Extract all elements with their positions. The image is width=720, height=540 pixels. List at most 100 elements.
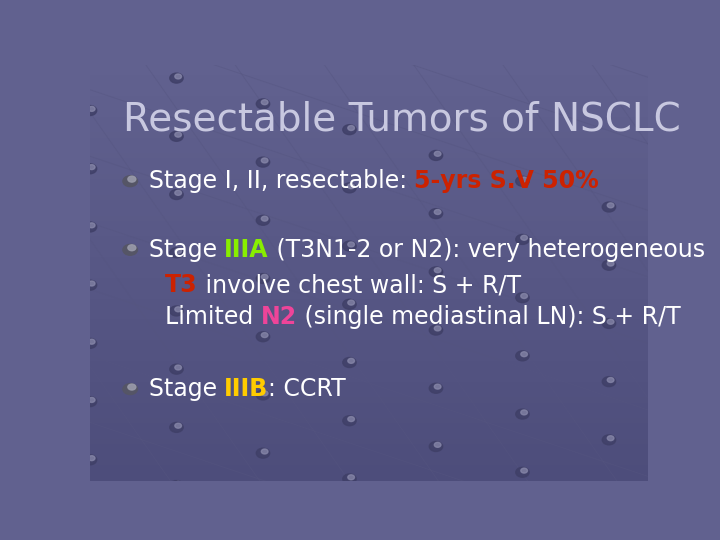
Circle shape [429, 442, 443, 451]
Circle shape [434, 326, 441, 331]
Text: : CCRT: : CCRT [269, 377, 346, 401]
Bar [90, 330, 648, 335]
Circle shape [602, 202, 616, 212]
Circle shape [521, 177, 528, 182]
Bar [90, 226, 648, 231]
Circle shape [348, 184, 354, 188]
Bar [90, 241, 648, 247]
Bar [90, 350, 648, 356]
Bar [90, 278, 648, 283]
Circle shape [170, 248, 183, 258]
Bar [90, 382, 648, 387]
Bar [90, 434, 648, 439]
Circle shape [343, 416, 356, 426]
Circle shape [516, 467, 529, 477]
Bar [90, 112, 648, 117]
Circle shape [256, 448, 270, 458]
Bar [90, 164, 648, 168]
Circle shape [123, 245, 138, 255]
Circle shape [516, 293, 529, 302]
Circle shape [429, 383, 443, 393]
Bar [90, 465, 648, 470]
Circle shape [84, 105, 96, 116]
Circle shape [256, 332, 270, 342]
Bar [90, 205, 648, 210]
Bar [90, 346, 648, 350]
Bar [90, 283, 648, 288]
Bar [90, 320, 648, 325]
Circle shape [602, 435, 616, 445]
Text: T3: T3 [166, 273, 198, 297]
Text: (single mediastinal LN): S + R/T: (single mediastinal LN): S + R/T [297, 305, 681, 329]
Circle shape [175, 365, 181, 370]
Bar [90, 231, 648, 237]
Circle shape [516, 234, 529, 245]
Bar [90, 215, 648, 221]
Bar [90, 252, 648, 257]
Bar [90, 70, 648, 75]
Bar [90, 418, 648, 423]
Text: IIIA: IIIA [224, 238, 269, 262]
Bar [90, 80, 648, 85]
Bar [90, 444, 648, 449]
Circle shape [521, 468, 528, 473]
Circle shape [607, 436, 614, 441]
Circle shape [429, 151, 443, 160]
Circle shape [343, 183, 356, 193]
Bar [90, 237, 648, 241]
Circle shape [256, 157, 270, 167]
Bar [90, 335, 648, 340]
Circle shape [84, 396, 96, 407]
Bar [90, 85, 648, 91]
Text: involve chest wall: S + R/T: involve chest wall: S + R/T [198, 273, 521, 297]
Circle shape [521, 410, 528, 415]
Bar [90, 174, 648, 179]
Bar [90, 179, 648, 184]
Circle shape [602, 319, 616, 328]
Circle shape [84, 164, 96, 174]
Bar [90, 75, 648, 80]
Bar [90, 168, 648, 174]
Circle shape [170, 422, 183, 433]
Bar [90, 361, 648, 366]
Circle shape [123, 384, 138, 395]
Circle shape [348, 300, 354, 305]
Circle shape [343, 241, 356, 251]
Circle shape [256, 99, 270, 109]
Bar [90, 455, 648, 460]
Circle shape [89, 281, 95, 286]
Bar [90, 65, 648, 70]
Bar [90, 143, 648, 148]
Bar [90, 267, 648, 273]
Bar [90, 211, 648, 215]
Circle shape [175, 248, 181, 254]
Bar [90, 470, 648, 475]
Text: Stage I, II, resectable:: Stage I, II, resectable: [148, 169, 414, 193]
Bar [90, 408, 648, 413]
Circle shape [261, 100, 268, 105]
Text: N2: N2 [261, 305, 297, 329]
Circle shape [343, 125, 356, 134]
Text: Stage: Stage [148, 238, 224, 262]
Bar [90, 273, 648, 278]
Circle shape [516, 351, 529, 361]
Text: (T3N1-2 or N2): very heterogeneous: (T3N1-2 or N2): very heterogeneous [269, 238, 705, 262]
Bar [90, 314, 648, 320]
Text: 5-yrs S.V 50%: 5-yrs S.V 50% [414, 169, 599, 193]
Bar [90, 340, 648, 346]
Circle shape [434, 442, 441, 447]
Bar [90, 439, 648, 444]
Bar [90, 449, 648, 455]
Bar [90, 184, 648, 190]
Circle shape [261, 391, 268, 396]
Circle shape [434, 268, 441, 273]
Bar [90, 91, 648, 96]
Bar [90, 200, 648, 205]
Circle shape [343, 299, 356, 309]
Circle shape [348, 359, 354, 363]
Circle shape [434, 210, 441, 214]
Circle shape [170, 364, 183, 374]
Bar [90, 127, 648, 132]
Circle shape [170, 190, 183, 199]
Circle shape [128, 245, 136, 251]
